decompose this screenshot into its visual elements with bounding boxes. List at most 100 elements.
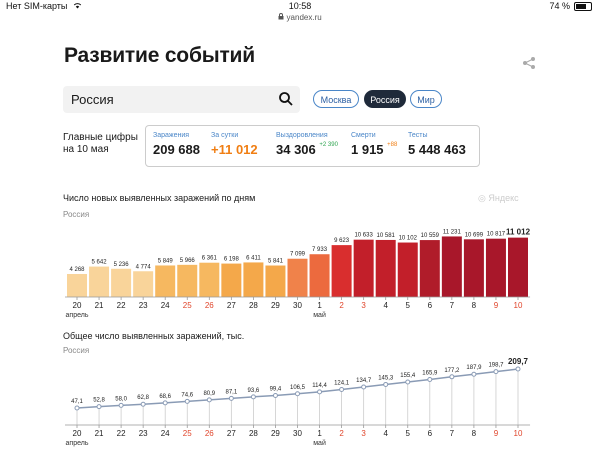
bar-label-26: 6 361 xyxy=(202,256,218,262)
region-pill-russia[interactable]: Россия xyxy=(364,90,406,108)
x-tick-label-29: 29 xyxy=(271,429,280,438)
x-tick-label-28: 28 xyxy=(249,301,258,310)
point-label-24: 68,6 xyxy=(159,394,171,400)
bar-8 xyxy=(463,239,484,297)
stat-infections: Заражения 209 688 xyxy=(153,132,200,157)
bar-4 xyxy=(375,239,396,297)
stat-infections-label: Заражения xyxy=(153,132,190,139)
month-label: май xyxy=(313,311,326,319)
x-tick-label-28: 28 xyxy=(249,429,258,438)
x-tick-label-24: 24 xyxy=(161,301,170,310)
x-tick-label-22: 22 xyxy=(117,301,126,310)
bar-2 xyxy=(331,245,352,297)
point-8 xyxy=(471,371,477,377)
point-label-25: 74,6 xyxy=(181,392,193,398)
x-tick-label-25: 25 xyxy=(183,429,192,438)
bar-7 xyxy=(441,236,462,297)
point-label-30: 106,5 xyxy=(290,385,306,391)
battery-icon xyxy=(574,1,592,11)
search-value: Россия xyxy=(71,92,114,107)
point-label-29: 99,4 xyxy=(270,386,282,392)
url-bar[interactable]: yandex.ru xyxy=(0,13,600,22)
x-tick-label-9: 9 xyxy=(494,301,499,310)
bar-30 xyxy=(287,258,308,297)
x-tick-label-23: 23 xyxy=(139,301,148,310)
x-tick-label-3: 3 xyxy=(361,301,366,310)
x-tick-label-5: 5 xyxy=(406,301,411,310)
bar-label-10: 11 012 xyxy=(506,228,531,237)
stat-deaths-value: 1 915 xyxy=(351,142,384,157)
page-title: Развитие событий xyxy=(64,44,255,67)
x-tick-label-4: 4 xyxy=(383,301,388,310)
bar-3 xyxy=(353,239,374,297)
bar-label-2: 9 623 xyxy=(334,238,350,244)
point-22 xyxy=(118,402,124,408)
x-tick-label-7: 7 xyxy=(450,429,455,438)
total-chart-subtitle: Россия xyxy=(63,346,90,355)
bar-label-4: 10 581 xyxy=(377,233,396,239)
total-chart-title: Общее число выявленных заражений, тыс. xyxy=(63,331,245,341)
x-tick-label-10: 10 xyxy=(514,301,523,310)
x-tick-label-6: 6 xyxy=(428,429,433,438)
region-pill-moscow[interactable]: Москва xyxy=(313,90,359,108)
stat-recovered-value: 34 306 xyxy=(276,142,316,157)
battery-status: 74 % xyxy=(549,1,592,11)
carrier-text: Нет SIM-карты xyxy=(6,1,68,11)
point-label-26: 80,9 xyxy=(203,391,215,397)
x-tick-label-21: 21 xyxy=(95,301,104,310)
x-tick-label-1: 1 xyxy=(317,429,322,438)
stat-tests: Тесты 5 448 463 xyxy=(408,132,466,157)
bar-label-1: 7 933 xyxy=(312,247,328,253)
bar-24 xyxy=(155,265,176,297)
point-7 xyxy=(449,374,455,380)
point-27 xyxy=(228,395,234,401)
bar-9 xyxy=(485,238,506,297)
x-tick-label-30: 30 xyxy=(293,429,302,438)
bar-label-3: 10 633 xyxy=(354,233,373,239)
bar-label-30: 7 099 xyxy=(290,252,306,258)
x-tick-label-2: 2 xyxy=(339,429,344,438)
bar-29 xyxy=(265,265,286,297)
key-figures-heading: Главные цифры на 10 мая xyxy=(63,132,138,156)
x-tick-label-30: 30 xyxy=(293,301,302,310)
bar-20 xyxy=(67,273,87,297)
point-label-4: 145,3 xyxy=(378,375,394,381)
x-tick-label-4: 4 xyxy=(383,429,388,438)
point-label-7: 177,2 xyxy=(444,368,460,374)
region-search-input[interactable]: Россия xyxy=(63,86,300,113)
point-24 xyxy=(162,400,168,406)
x-tick-label-7: 7 xyxy=(450,301,455,310)
bar-label-22: 5 236 xyxy=(114,262,130,268)
bar-27 xyxy=(221,263,242,297)
stat-daily-label: За сутки xyxy=(211,132,239,139)
stat-deaths-label: Смерти xyxy=(351,132,376,139)
point-21 xyxy=(96,404,102,410)
bar-22 xyxy=(111,268,132,297)
stat-tests-value: 5 448 463 xyxy=(408,142,466,157)
point-26 xyxy=(206,397,212,403)
x-tick-label-27: 27 xyxy=(227,301,236,310)
point-label-10: 209,7 xyxy=(508,357,529,366)
stat-tests-label: Тесты xyxy=(408,132,428,139)
point-3 xyxy=(361,384,367,390)
bar-label-25: 5 966 xyxy=(180,258,196,264)
x-tick-label-27: 27 xyxy=(227,429,236,438)
bar-label-23: 4 774 xyxy=(136,264,152,270)
stat-deaths-delta: +88 xyxy=(387,142,398,148)
share-icon[interactable] xyxy=(522,56,536,70)
bar-label-29: 5 841 xyxy=(268,259,284,265)
region-pill-world[interactable]: Мир xyxy=(410,90,442,108)
point-20 xyxy=(74,405,80,411)
bar-28 xyxy=(243,262,264,297)
yandex-watermark: ◎ Яндекс xyxy=(478,193,519,204)
search-icon[interactable] xyxy=(278,91,294,112)
point-label-20: 47,1 xyxy=(71,399,83,405)
stat-recovered-delta: +2 390 xyxy=(319,142,338,148)
key-figures-heading-line1: Главные цифры xyxy=(63,132,138,143)
bar-10 xyxy=(508,237,528,297)
x-tick-label-22: 22 xyxy=(117,429,126,438)
stat-infections-value: 209 688 xyxy=(153,142,200,157)
month-label: май xyxy=(313,439,326,447)
point-label-28: 93,6 xyxy=(248,388,260,394)
